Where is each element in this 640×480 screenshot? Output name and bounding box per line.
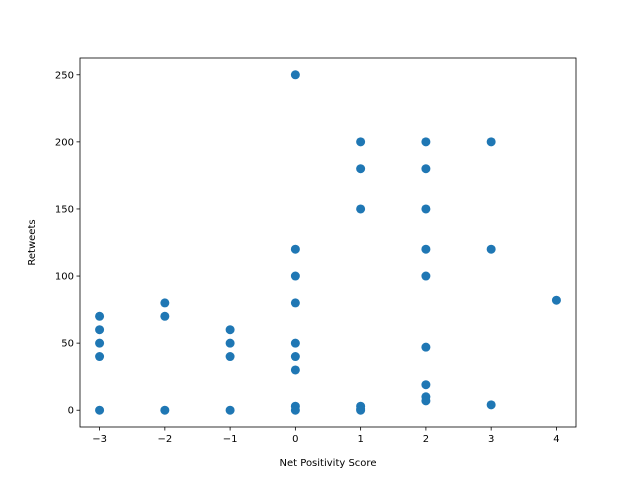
x-tick-label-6: 3 (488, 434, 494, 445)
data-point-13 (290, 244, 300, 254)
data-point-29 (421, 204, 431, 214)
data-point-17 (290, 352, 300, 362)
data-point-22 (356, 164, 366, 174)
data-point-5 (160, 298, 170, 308)
x-tick-label-3: 0 (292, 434, 298, 445)
data-point-30 (421, 244, 431, 254)
y-tick-label-4: 200 (55, 137, 74, 148)
x-tick-label-0: −3 (92, 434, 107, 445)
data-point-39 (551, 295, 561, 305)
data-point-27 (421, 137, 431, 147)
data-point-4 (95, 405, 105, 415)
x-tick-label-7: 4 (553, 434, 559, 445)
x-tick-label-5: 2 (423, 434, 429, 445)
data-point-0 (95, 311, 105, 321)
data-point-31 (421, 271, 431, 281)
data-point-10 (225, 352, 235, 362)
y-tick-label-2: 100 (55, 272, 74, 283)
data-point-14 (290, 271, 300, 281)
data-point-11 (225, 405, 235, 415)
data-point-18 (290, 365, 300, 375)
y-tick-label-1: 50 (61, 339, 74, 350)
y-tick-label-5: 250 (55, 70, 74, 81)
data-point-37 (486, 244, 496, 254)
axis-ticks: −3 −2 −1 0 1 2 3 4 0 50 100 150 200 250 (55, 70, 560, 445)
data-point-8 (225, 325, 235, 335)
data-points (95, 70, 561, 415)
data-point-16 (290, 338, 300, 348)
x-tick-label-1: −2 (157, 434, 172, 445)
data-point-38 (486, 400, 496, 410)
data-point-23 (356, 204, 366, 214)
data-point-7 (160, 405, 170, 415)
y-axis-label: Retweets (27, 219, 38, 265)
x-axis-label: Net Positivity Score (280, 458, 377, 469)
data-point-15 (290, 298, 300, 308)
data-point-20 (290, 405, 300, 415)
data-point-26 (356, 405, 366, 415)
data-point-1 (95, 325, 105, 335)
plot-area-frame (79, 57, 577, 428)
data-point-32 (421, 342, 431, 352)
data-point-2 (95, 338, 105, 348)
data-point-3 (95, 352, 105, 362)
data-point-35 (421, 396, 431, 406)
data-point-12 (290, 70, 300, 80)
y-tick-label-3: 150 (55, 204, 74, 215)
data-point-28 (421, 164, 431, 174)
data-point-9 (225, 338, 235, 348)
y-tick-label-0: 0 (68, 406, 74, 417)
x-tick-label-4: 1 (357, 434, 363, 445)
x-tick-label-2: −1 (223, 434, 238, 445)
data-point-33 (421, 380, 431, 390)
data-point-21 (356, 137, 366, 147)
data-point-6 (160, 311, 170, 321)
data-point-36 (486, 137, 496, 147)
